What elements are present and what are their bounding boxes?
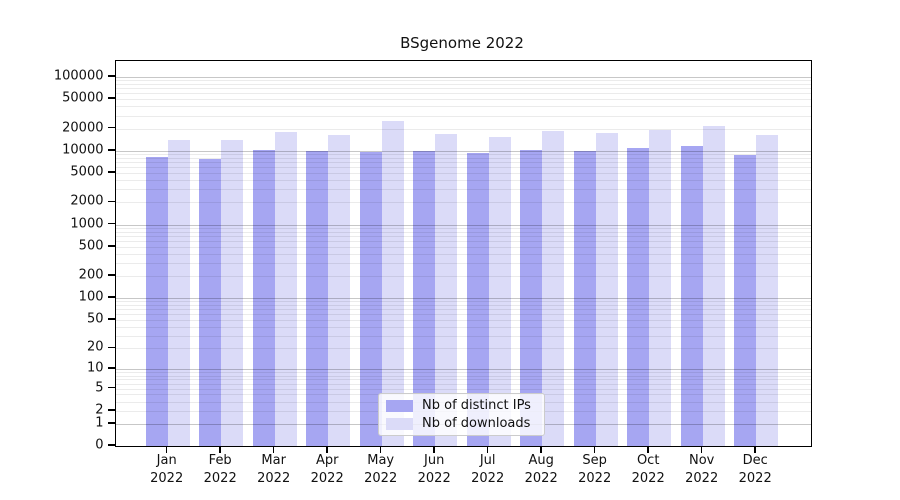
legend-row-downloads: Nb of downloads [386, 416, 537, 431]
x-tick-label-may: May 2022 [364, 453, 398, 486]
x-tick-mark-nov [700, 446, 703, 453]
x-tick-label-nov: Nov 2022 [685, 453, 719, 486]
y-tick-label-2000: 2000 [70, 193, 104, 209]
y-tick-mark-50 [107, 318, 115, 320]
x-tick-mark-jul [486, 446, 489, 453]
x-tick-label-jun: Jun 2022 [417, 453, 451, 486]
y-tick-label-10000: 10000 [62, 142, 104, 158]
y-tick-mark-0 [107, 444, 115, 446]
y-tick-label-0: 0 [95, 437, 104, 453]
x-tick-label-oct: Oct 2022 [631, 453, 665, 486]
y-tick-label-100000: 100000 [53, 68, 104, 84]
plot-area [114, 60, 812, 447]
y-tick-label-100: 100 [78, 289, 104, 305]
y-tick-mark-100 [107, 296, 115, 298]
bar-distinct-ips-aug [520, 149, 543, 446]
bar-downloads-apr [328, 134, 351, 446]
bar-downloads-jul [488, 136, 511, 446]
x-tick-mark-feb [219, 446, 221, 453]
bar-distinct-ips-oct [627, 148, 650, 446]
y-tick-mark-2000 [107, 200, 115, 203]
x-tick-mark-jan [165, 446, 168, 453]
x-tick-label-aug: Aug 2022 [524, 453, 558, 486]
y-tick-label-50: 50 [86, 311, 104, 327]
y-tick-label-20000: 20000 [62, 120, 104, 136]
y-tick-mark-50000 [107, 97, 115, 99]
bar-downloads-dec [756, 134, 779, 446]
y-tick-label-1: 1 [95, 415, 104, 431]
y-tick-label-5: 5 [95, 380, 104, 396]
x-tick-label-dec: Dec 2022 [738, 453, 772, 486]
legend-swatch-distinct-ips [386, 399, 413, 412]
y-tick-label-10: 10 [86, 360, 104, 376]
x-tick-label-sep: Sep 2022 [578, 453, 612, 486]
y-tick-mark-500 [107, 245, 115, 247]
y-tick-mark-2 [107, 409, 115, 411]
y-tick-mark-10000 [107, 149, 115, 151]
y-tick-label-500: 500 [78, 238, 104, 254]
y-tick-label-20: 20 [86, 339, 104, 355]
x-tick-label-feb: Feb 2022 [203, 453, 237, 486]
y-tick-mark-100000 [107, 75, 115, 77]
bar-downloads-nov [702, 125, 725, 446]
bar-distinct-ips-jul [466, 152, 489, 446]
bar-distinct-ips-jun [413, 151, 436, 446]
x-tick-label-apr: Apr 2022 [310, 453, 344, 486]
y-tick-mark-5000 [107, 171, 115, 173]
x-tick-mark-may [379, 446, 382, 453]
bar-downloads-aug [542, 131, 565, 446]
x-tick-mark-dec [754, 446, 756, 453]
y-tick-label-50000: 50000 [62, 90, 104, 106]
bar-distinct-ips-apr [306, 151, 329, 446]
x-tick-mark-jun [433, 446, 435, 453]
x-tick-mark-apr [326, 446, 328, 453]
x-tick-mark-mar [272, 446, 275, 453]
bar-distinct-ips-feb [199, 158, 222, 446]
x-tick-label-jul: Jul 2022 [471, 453, 505, 486]
legend-label-downloads: Nb of downloads [422, 416, 531, 431]
chart-title: BSgenome 2022 [400, 34, 524, 52]
bar-downloads-oct [649, 129, 672, 446]
bar-distinct-ips-mar [252, 149, 275, 446]
bar-downloads-feb [221, 139, 244, 446]
legend-swatch-downloads [386, 417, 413, 430]
y-tick-label-1000: 1000 [70, 216, 104, 232]
bar-distinct-ips-sep [573, 151, 596, 446]
y-tick-mark-200 [107, 274, 115, 276]
legend-row-distinct-ips: Nb of distinct IPs [386, 398, 537, 413]
bars-layer [116, 61, 812, 446]
bar-downloads-may [381, 121, 404, 446]
bar-downloads-sep [595, 132, 618, 446]
bar-distinct-ips-dec [734, 154, 757, 446]
bar-downloads-mar [274, 132, 297, 446]
x-tick-mark-oct [647, 446, 649, 453]
y-tick-mark-1 [107, 422, 115, 424]
x-tick-mark-sep [593, 446, 596, 453]
x-tick-label-mar: Mar 2022 [257, 453, 291, 486]
bar-distinct-ips-nov [680, 145, 703, 446]
y-tick-mark-20000 [107, 126, 115, 129]
y-tick-mark-10 [107, 367, 115, 369]
bar-distinct-ips-jan [145, 157, 168, 446]
y-tick-mark-1000 [107, 222, 115, 225]
bar-distinct-ips-may [359, 152, 382, 446]
y-tick-mark-20 [107, 346, 115, 349]
y-tick-label-2: 2 [95, 402, 104, 418]
x-tick-mark-aug [540, 446, 542, 453]
bar-downloads-jan [167, 140, 190, 446]
y-tick-mark-5 [107, 386, 115, 389]
bar-downloads-jun [435, 134, 458, 446]
y-tick-label-200: 200 [78, 267, 104, 283]
legend: Nb of distinct IPs Nb of downloads [378, 393, 545, 436]
x-tick-label-jan: Jan 2022 [150, 453, 184, 486]
y-tick-label-5000: 5000 [70, 164, 104, 180]
legend-label-distinct-ips: Nb of distinct IPs [422, 398, 531, 413]
